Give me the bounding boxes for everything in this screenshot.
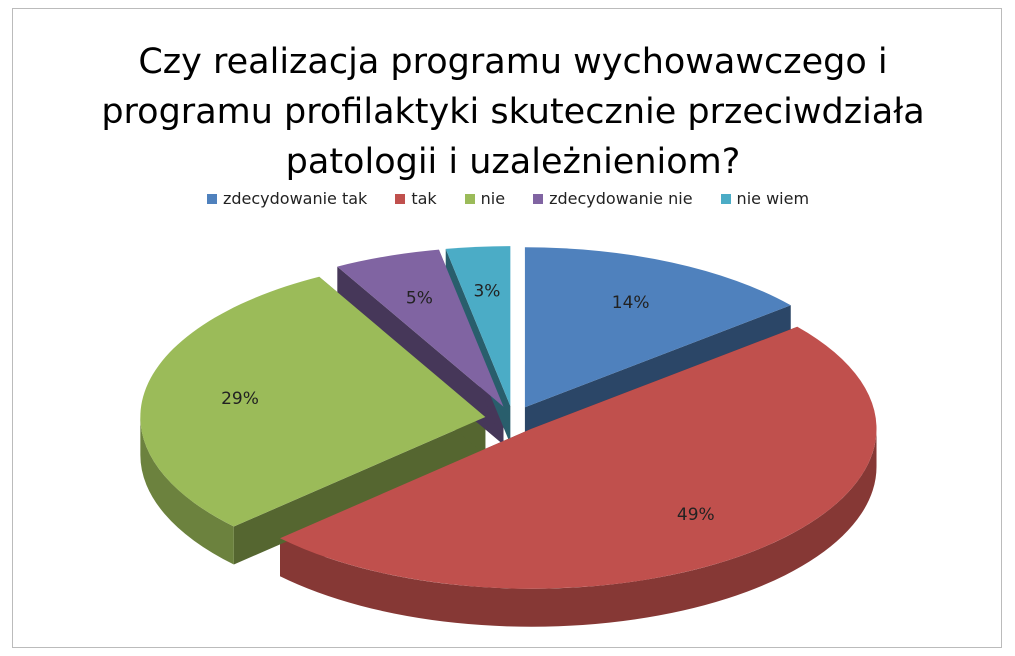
- chart: Czy realizacja programu wychowawczego i …: [12, 8, 1002, 648]
- pie-area: 14% 49% 29% 5% 3%: [140, 246, 877, 627]
- slice-wall: [140, 416, 234, 565]
- slice: [280, 326, 877, 589]
- legend-label: tak: [411, 189, 437, 208]
- legend-swatch: [720, 193, 731, 204]
- legend-swatch: [533, 193, 544, 204]
- chart-title: Czy realizacja programu wychowawczego i …: [101, 42, 925, 182]
- legend-swatch: [395, 193, 406, 204]
- slice: [524, 247, 791, 408]
- data-label: 5%: [406, 288, 433, 308]
- legend-label: nie wiem: [736, 189, 810, 208]
- legend: zdecydowanie tak tak nie zdecydowanie nie ni…: [13, 189, 1001, 208]
- legend-item: zdecydowanie tak: [206, 189, 368, 208]
- legend-item: tak: [395, 189, 437, 208]
- data-label: 29%: [221, 389, 259, 409]
- slice: [140, 276, 486, 527]
- legend-label: nie: [480, 189, 506, 208]
- slice-side: [233, 416, 486, 565]
- legend-swatch: [464, 193, 475, 204]
- legend-label: zdecydowanie nie: [549, 189, 693, 208]
- slice: [445, 246, 511, 407]
- legend-label: zdecydowanie tak: [222, 189, 368, 208]
- slice-wall: [280, 428, 877, 627]
- legend-item: nie wiem: [720, 189, 810, 208]
- data-label: 49%: [677, 505, 715, 525]
- legend-swatch: [206, 193, 217, 204]
- pie-tops: 14% 49% 29% 5% 3%: [140, 246, 877, 589]
- legend-item: nie: [464, 189, 506, 208]
- slice: [337, 249, 504, 407]
- data-label: 14%: [612, 293, 650, 313]
- legend-item: zdecydowanie nie: [533, 189, 693, 208]
- data-label: 3%: [473, 281, 500, 301]
